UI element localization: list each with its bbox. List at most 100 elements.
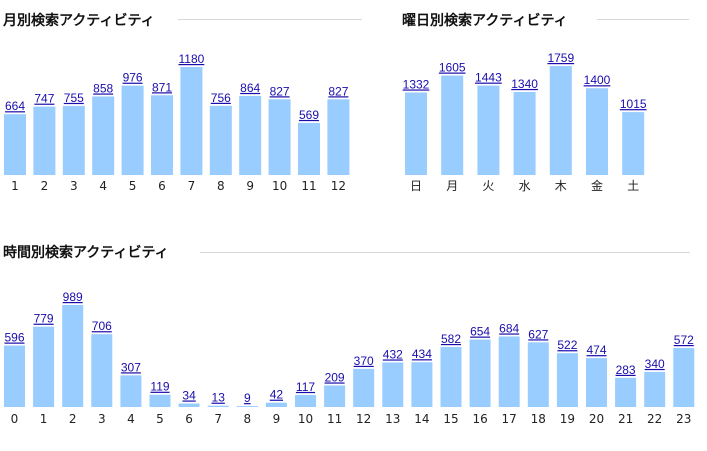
hourly-value-label[interactable]: 706: [92, 319, 112, 333]
weekday-value-label[interactable]: 1759: [547, 51, 574, 65]
weekday-bar-木: [549, 66, 572, 175]
hourly-bar-23: [673, 348, 695, 407]
hourly-value-label[interactable]: 340: [645, 357, 665, 371]
hourly-value-label[interactable]: 522: [557, 338, 577, 352]
hourly-title-rule: [200, 252, 690, 253]
hourly-value-label[interactable]: 283: [616, 363, 636, 377]
weekday-value-label[interactable]: 1400: [584, 73, 611, 87]
hourly-value-label[interactable]: 209: [325, 370, 345, 384]
hourly-category-label: 23: [676, 412, 691, 426]
weekday-category-label: 木: [555, 179, 567, 193]
hourly-category-label: 5: [156, 412, 164, 426]
monthly-value-label[interactable]: 827: [270, 84, 290, 98]
hourly-value-label[interactable]: 572: [674, 333, 694, 347]
hourly-bar-3: [91, 334, 113, 407]
monthly-value-label[interactable]: 756: [211, 91, 231, 105]
hourly-value-label[interactable]: 779: [34, 312, 54, 326]
monthly-value-label[interactable]: 1180: [178, 52, 204, 66]
hourly-value-label[interactable]: 13: [212, 391, 226, 405]
weekday-bar-土: [622, 112, 645, 175]
weekday-value-label[interactable]: 1015: [620, 97, 647, 111]
weekday-category-label: 金: [591, 178, 603, 193]
monthly-category-label: 10: [272, 179, 287, 193]
hourly-value-label[interactable]: 117: [296, 380, 315, 394]
weekday-bar-日: [405, 92, 427, 175]
hourly-bar-1: [33, 326, 55, 407]
monthly-category-label: 12: [331, 179, 346, 193]
hourly-category-label: 7: [214, 412, 222, 426]
monthly-value-label[interactable]: 747: [34, 92, 54, 106]
hourly-bar-13: [382, 362, 404, 407]
hourly-category-label: 12: [356, 412, 371, 426]
hourly-bar-15: [440, 346, 462, 407]
hourly-value-label[interactable]: 42: [270, 388, 284, 402]
hourly-value-label[interactable]: 119: [150, 380, 169, 394]
hourly-value-label[interactable]: 989: [63, 290, 83, 304]
monthly-value-label[interactable]: 755: [64, 91, 84, 105]
hourly-value-label[interactable]: 627: [528, 327, 548, 341]
hourly-value-label[interactable]: 307: [121, 360, 141, 374]
monthly-bar-10: [268, 99, 291, 175]
weekday-chart: 1332 日 1605 月 1443 火 1340 水 1759 木 1400 金 1015 土: [403, 51, 647, 193]
hourly-bar-20: [586, 358, 607, 407]
monthly-category-label: 8: [217, 179, 225, 193]
hourly-value-label[interactable]: 9: [244, 391, 251, 405]
weekday-value-label[interactable]: 1443: [475, 71, 502, 85]
monthly-category-label: 5: [129, 179, 137, 193]
monthly-value-label[interactable]: 871: [152, 80, 172, 94]
monthly-chart: 664 1 747 2 755 3 858 4 976 5 871 6 1180 7 756 8 864 9 827…: [4, 52, 350, 193]
hourly-category-label: 2: [69, 412, 77, 426]
hourly-value-label[interactable]: 434: [412, 347, 432, 361]
weekday-title: 曜日別検索アクティビティ: [402, 13, 568, 29]
hourly-bar-17: [498, 336, 520, 407]
hourly-value-label[interactable]: 684: [499, 321, 519, 335]
hourly-value-label[interactable]: 34: [182, 388, 196, 402]
hourly-category-label: 18: [531, 412, 546, 426]
monthly-category-label: 6: [158, 179, 166, 193]
hourly-bar-19: [556, 353, 578, 407]
hourly-value-label[interactable]: 654: [470, 325, 490, 339]
weekday-value-label[interactable]: 1332: [403, 77, 430, 91]
weekday-value-label[interactable]: 1340: [511, 77, 538, 91]
weekday-category-label: 日: [410, 179, 422, 193]
monthly-title-rule: [178, 19, 362, 20]
monthly-bar-4: [92, 96, 115, 175]
weekday-value-label[interactable]: 1605: [439, 61, 466, 75]
hourly-category-label: 21: [618, 412, 633, 426]
hourly-bar-4: [120, 375, 142, 407]
hourly-value-label[interactable]: 596: [4, 331, 24, 345]
hourly-title: 時間別検索アクティビティ: [3, 245, 169, 261]
monthly-category-label: 1: [11, 179, 19, 193]
monthly-bar-8: [209, 105, 232, 175]
hourly-bar-8: [236, 406, 258, 407]
hourly-chart: 596 0 779 1 989 2 706 3 307 4 119 5 34 6 13 7 9 8 42 9 117 10…: [4, 290, 695, 426]
weekday-title-rule: [597, 19, 689, 20]
hourly-bar-18: [527, 342, 549, 407]
weekday-bar-金: [586, 88, 608, 175]
monthly-value-label[interactable]: 864: [240, 81, 260, 95]
hourly-value-label[interactable]: 432: [383, 347, 403, 361]
hourly-value-label[interactable]: 370: [354, 354, 374, 368]
hourly-bar-9: [265, 402, 287, 407]
hourly-category-label: 11: [327, 412, 342, 426]
hourly-bar-2: [62, 305, 84, 407]
hourly-bar-6: [178, 403, 200, 407]
monthly-bar-11: [298, 122, 320, 175]
monthly-value-label[interactable]: 664: [5, 99, 25, 113]
weekday-bar-月: [441, 75, 464, 175]
monthly-value-label[interactable]: 976: [123, 71, 143, 85]
monthly-bar-9: [239, 95, 262, 175]
hourly-value-label[interactable]: 582: [441, 332, 461, 346]
monthly-value-label[interactable]: 858: [93, 81, 113, 95]
monthly-category-label: 7: [188, 179, 196, 193]
monthly-title: 月別検索アクティビティ: [3, 13, 155, 29]
hourly-value-label[interactable]: 474: [586, 343, 606, 357]
hourly-bar-22: [644, 371, 666, 407]
hourly-category-label: 20: [589, 412, 604, 426]
hourly-category-label: 9: [273, 412, 281, 426]
monthly-value-label[interactable]: 827: [328, 84, 348, 98]
weekday-category-label: 火: [482, 179, 494, 193]
hourly-bar-21: [615, 377, 637, 407]
monthly-value-label[interactable]: 569: [299, 108, 319, 122]
